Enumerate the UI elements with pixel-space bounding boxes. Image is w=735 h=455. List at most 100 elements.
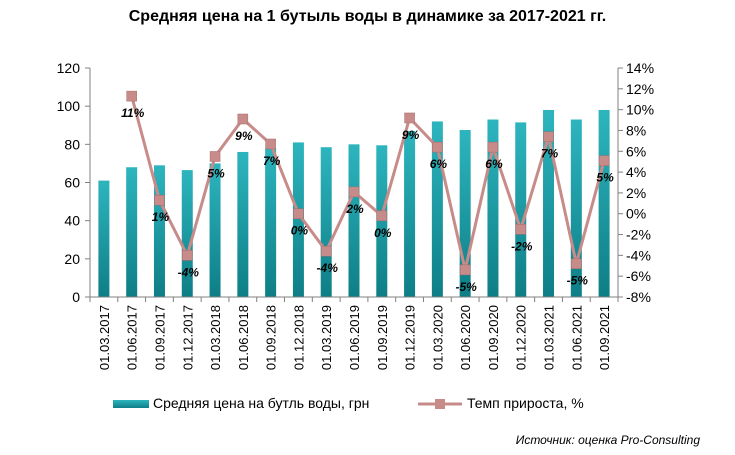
x-tick-label: 01.03.2021 bbox=[542, 305, 557, 370]
bar-01.12.2019 bbox=[404, 130, 416, 297]
y-left-tick-label: 0 bbox=[72, 289, 80, 305]
growth-label-01.12.2018: 0% bbox=[291, 224, 309, 238]
x-tick-label: 01.09.2017 bbox=[152, 305, 167, 370]
y-left-tick-label: 100 bbox=[57, 98, 81, 114]
growth-marker-01.09.2018 bbox=[265, 138, 276, 150]
growth-label-01.09.2020: 6% bbox=[485, 157, 503, 171]
growth-label-01.06.2017: 11% bbox=[121, 106, 144, 120]
growth-marker-01.06.2017 bbox=[126, 90, 137, 102]
growth-label-01.09.2018: 7% bbox=[263, 154, 281, 168]
y-left-tick-label: 120 bbox=[57, 60, 81, 76]
growth-label-01.12.2020: -2% bbox=[511, 239, 533, 253]
growth-marker-01.03.2019 bbox=[320, 245, 332, 257]
x-tick-label: 01.06.2021 bbox=[569, 305, 584, 370]
growth-label-01.03.2020: 6% bbox=[430, 157, 448, 171]
growth-label-01.03.2018: 5% bbox=[207, 166, 225, 180]
growth-marker-01.03.2020 bbox=[432, 141, 443, 153]
growth-label-01.12.2017: -4% bbox=[178, 265, 200, 279]
y-right-tick-label: -8% bbox=[626, 289, 651, 305]
y-right-tick-label: -2% bbox=[626, 227, 651, 243]
x-tick-label: 01.03.2020 bbox=[430, 305, 445, 370]
growth-marker-01.06.2021 bbox=[571, 258, 582, 269]
legend-line-marker bbox=[435, 399, 445, 409]
growth-label-01.09.2017: 1% bbox=[152, 210, 170, 224]
growth-marker-01.06.2018 bbox=[237, 113, 249, 125]
y-right-tick-label: 0% bbox=[626, 206, 646, 222]
bar-01.06.2019 bbox=[348, 144, 360, 297]
y-right-tick-label: 14% bbox=[626, 60, 654, 76]
bar-01.03.2020 bbox=[431, 121, 443, 297]
growth-label-01.12.2019: 9% bbox=[402, 128, 420, 142]
bar-01.06.2021 bbox=[570, 119, 582, 298]
x-tick-label: 01.12.2019 bbox=[403, 305, 418, 370]
growth-marker-01.09.2020 bbox=[487, 141, 499, 153]
y-right-tick-label: 6% bbox=[626, 143, 646, 159]
y-right-tick-label: 2% bbox=[626, 185, 646, 201]
y-right-tick-label: -4% bbox=[626, 247, 651, 263]
x-tick-label: 01.03.2019 bbox=[319, 305, 334, 370]
growth-marker-01.06.2020 bbox=[459, 264, 471, 276]
growth-label-01.03.2021: 7% bbox=[541, 147, 559, 161]
x-tick-label: 01.09.2020 bbox=[486, 305, 501, 370]
y-right-tick-label: 10% bbox=[626, 102, 654, 118]
growth-marker-01.12.2018 bbox=[293, 208, 304, 219]
growth-marker-01.03.2021 bbox=[543, 131, 554, 142]
x-tick-label: 01.12.2017 bbox=[180, 305, 195, 370]
y-right-tick-label: -6% bbox=[626, 268, 651, 284]
x-tick-label: 01.09.2018 bbox=[264, 305, 279, 370]
growth-marker-01.09.2017 bbox=[154, 194, 165, 206]
legend: Средняя цена на бутль воды, грн Темп прир… bbox=[113, 395, 584, 411]
legend-line-label: Темп прироста, % bbox=[467, 395, 584, 411]
bar-01.03.2021 bbox=[543, 109, 555, 297]
x-tick-label: 01.12.2018 bbox=[291, 305, 306, 370]
bar-01.09.2021 bbox=[598, 109, 610, 297]
y-left-tick-label: 80 bbox=[64, 136, 80, 152]
x-tick-label: 01.03.2018 bbox=[208, 305, 223, 370]
y-right-tick-label: 12% bbox=[626, 81, 654, 97]
x-tick-label: 01.06.2020 bbox=[458, 305, 473, 370]
growth-marker-01.12.2020 bbox=[515, 224, 526, 235]
axes-layer: 0 20 40 60 80 100 120 -8% -6% -4% -2% 0% 2% 4% 6% 8% 10%… bbox=[57, 60, 654, 370]
x-tick-label: 01.03.2017 bbox=[97, 305, 112, 370]
growth-label-01.09.2021: 5% bbox=[596, 171, 614, 185]
growth-label-01.09.2019: 0% bbox=[374, 226, 392, 240]
y-right-tick-label: 8% bbox=[626, 122, 646, 138]
growth-marker-01.12.2017 bbox=[182, 250, 193, 261]
bar-01.12.2018 bbox=[292, 142, 304, 297]
x-tick-label: 01.09.2019 bbox=[375, 305, 390, 370]
bar-01.03.2017 bbox=[98, 180, 110, 297]
bar-01.06.2017 bbox=[126, 167, 138, 297]
bar-01.03.2019 bbox=[320, 147, 332, 297]
growth-marker-01.06.2019 bbox=[348, 186, 360, 198]
growth-marker-01.09.2021 bbox=[598, 155, 610, 166]
labels-layer: 11% 1% -4% 5% 9% 7% 0% -4% 2% 0% 9% 6% -5% 6% -2% 7% -5%… bbox=[121, 106, 614, 294]
growth-label-01.03.2019: -4% bbox=[317, 261, 339, 275]
bar-01.06.2020 bbox=[459, 130, 471, 297]
legend-bar-label: Средняя цена на бутль воды, грн bbox=[153, 395, 369, 411]
growth-label-01.06.2019: 2% bbox=[345, 202, 364, 216]
bars-layer bbox=[98, 109, 610, 298]
growth-label-01.06.2020: -5% bbox=[455, 280, 477, 294]
growth-marker-01.12.2019 bbox=[404, 112, 415, 124]
bar-01.03.2018 bbox=[209, 163, 221, 297]
growth-label-01.06.2021: -5% bbox=[567, 274, 589, 288]
growth-label-01.06.2018: 9% bbox=[235, 129, 253, 143]
bar-01.09.2019 bbox=[376, 145, 388, 297]
bar-01.09.2020 bbox=[487, 119, 499, 298]
y-left-tick-label: 40 bbox=[64, 213, 80, 229]
x-tick-label: 01.06.2018 bbox=[236, 305, 251, 370]
x-tick-label: 01.06.2019 bbox=[347, 305, 362, 370]
source-note: Источник: оценка Pro-Consulting bbox=[516, 433, 701, 447]
growth-marker-01.03.2018 bbox=[209, 151, 221, 162]
chart-title: Средняя цена на 1 бутыль воды в динамике… bbox=[128, 8, 607, 25]
legend-bar-swatch bbox=[113, 400, 149, 408]
x-tick-label: 01.06.2017 bbox=[125, 305, 140, 370]
growth-rate-line bbox=[130, 95, 606, 271]
growth-marker-01.09.2019 bbox=[376, 210, 388, 222]
bar-01.12.2020 bbox=[515, 122, 527, 297]
y-left-tick-label: 20 bbox=[64, 251, 80, 267]
bar-01.09.2017 bbox=[153, 165, 165, 297]
bar-01.06.2018 bbox=[237, 151, 249, 297]
x-tick-label: 01.12.2020 bbox=[514, 305, 529, 370]
